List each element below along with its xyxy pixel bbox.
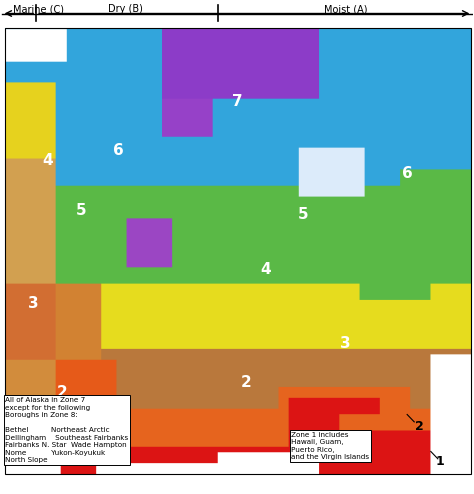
Text: Zone 1 includes
Hawaii, Guam,
Puerto Rico,
and the Virgin Islands: Zone 1 includes Hawaii, Guam, Puerto Ric…	[292, 432, 369, 460]
Text: 6: 6	[402, 165, 412, 181]
Text: 2: 2	[57, 385, 67, 400]
Text: 6: 6	[113, 143, 124, 159]
Text: Dry (B): Dry (B)	[109, 4, 143, 14]
Text: 3: 3	[340, 335, 351, 351]
Text: 1: 1	[436, 455, 445, 468]
Text: 5: 5	[298, 207, 309, 222]
Text: 2: 2	[415, 420, 423, 433]
Text: All of Alaska in Zone 7
except for the following
Boroughs in Zone 8:

Bethel    : All of Alaska in Zone 7 except for the f…	[5, 397, 128, 463]
Text: Moist (A): Moist (A)	[324, 4, 367, 14]
Text: 4: 4	[260, 262, 271, 277]
Text: 2: 2	[241, 375, 252, 390]
Text: 3: 3	[28, 296, 39, 311]
Text: Marine (C): Marine (C)	[12, 4, 64, 14]
Text: 5: 5	[76, 203, 86, 217]
Text: 4: 4	[43, 153, 53, 168]
Text: 7: 7	[232, 94, 242, 109]
